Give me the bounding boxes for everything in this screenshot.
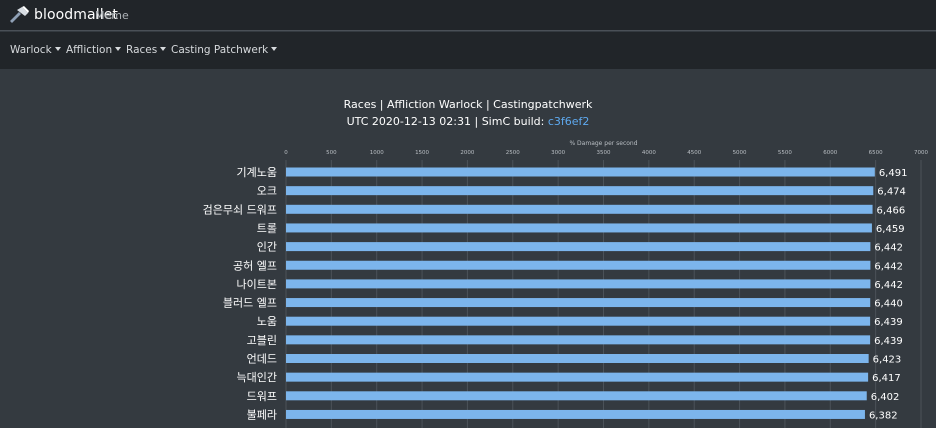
bar[interactable] (286, 372, 869, 382)
x-tick-label: 3500 (597, 150, 611, 156)
x-tick-label: 2000 (460, 150, 474, 156)
data-label: 6,459 (876, 224, 905, 235)
x-tick-label: 4000 (642, 150, 656, 156)
bar[interactable] (286, 391, 867, 401)
nav-casting-patchwerk-dropdown[interactable]: Casting Patchwerk (171, 44, 278, 56)
bar[interactable] (286, 167, 875, 177)
nav-races-dropdown[interactable]: Races (126, 44, 167, 56)
hammer-icon (10, 6, 29, 23)
brand-link[interactable]: bloodmallet (8, 6, 118, 24)
category-label: 트롤 (257, 222, 277, 235)
x-tick-label: 1500 (415, 150, 429, 156)
nav-warlock-dropdown[interactable]: Warlock (10, 44, 61, 56)
data-label: 6,382 (869, 410, 898, 421)
data-label: 6,440 (874, 299, 903, 310)
data-label: 6,491 (879, 168, 908, 179)
data-label: 6,442 (874, 243, 903, 254)
sub-navbar: Warlock Affliction Races Casting Patchwe… (0, 32, 936, 69)
nav-warlock-label: Warlock (10, 44, 52, 56)
category-label: 공허 엘프 (233, 259, 277, 272)
x-tick-label: 5000 (733, 150, 747, 156)
bar[interactable] (286, 204, 873, 214)
category-label: 노움 (257, 315, 277, 328)
bar[interactable] (286, 409, 865, 419)
bar[interactable] (286, 298, 871, 308)
x-tick-label: 5500 (778, 150, 792, 156)
bar[interactable] (286, 223, 872, 233)
category-label: 오크 (257, 185, 277, 198)
nav-races-label: Races (126, 44, 158, 56)
category-label: 언데드 (247, 353, 277, 366)
category-label: 기계노움 (237, 166, 277, 179)
bar[interactable] (286, 242, 871, 252)
x-tick-label: 0 (284, 150, 288, 156)
data-label: 6,442 (874, 261, 903, 272)
nav-casting-label: Casting Patchwerk (171, 44, 269, 56)
bar[interactable] (286, 354, 869, 363)
data-label: 6,423 (873, 355, 902, 366)
simc-build-link[interactable]: c3f6ef2 (547, 115, 590, 128)
category-label: 늑대인간 (237, 371, 277, 384)
data-label: 6,474 (877, 187, 906, 198)
bar[interactable] (286, 316, 871, 326)
data-label: 6,466 (877, 205, 906, 216)
x-tick-label: 6500 (869, 150, 883, 156)
bar[interactable] (286, 186, 874, 196)
data-label: 6,439 (874, 336, 903, 347)
category-label: 불페라 (247, 408, 277, 421)
chart-timestamp: UTC 2020-12-13 02:31 | SimC build: (346, 115, 548, 128)
category-label: 나이트본 (237, 278, 277, 291)
category-label: 인간 (257, 241, 277, 254)
caret-down-icon (271, 47, 278, 51)
brand-name: bloodmallet (34, 7, 118, 23)
x-tick-label: 7000 (914, 150, 928, 156)
x-axis-title: % Damage per second (569, 140, 637, 147)
data-label: 6,417 (872, 373, 901, 384)
category-label: 검은무쇠 드워프 (203, 203, 277, 216)
bar[interactable] (286, 335, 871, 345)
top-navbar: bloodmallet Meme (0, 0, 936, 31)
x-tick-label: 3000 (551, 150, 565, 156)
chart-title: Races | Affliction Warlock | Castingpatc… (343, 98, 593, 111)
nav-affliction-label: Affliction (66, 44, 113, 56)
bar[interactable] (286, 279, 871, 289)
data-label: 6,439 (874, 317, 903, 328)
x-tick-label: 4500 (687, 150, 701, 156)
category-label: 블러드 엘프 (223, 297, 277, 310)
caret-down-icon (160, 47, 167, 51)
meme-link[interactable]: Meme (95, 9, 129, 22)
caret-down-icon (54, 47, 61, 51)
x-tick-label: 500 (326, 150, 337, 156)
data-label: 6,402 (871, 392, 900, 403)
bar[interactable] (286, 260, 871, 270)
caret-down-icon (115, 47, 122, 51)
data-label: 6,442 (874, 280, 903, 291)
x-tick-label: 1000 (370, 150, 384, 156)
x-tick-label: 2500 (506, 150, 520, 156)
category-label: 고블린 (247, 334, 277, 347)
x-tick-label: 6000 (823, 150, 837, 156)
nav-affliction-dropdown[interactable]: Affliction (66, 44, 122, 56)
chart-subtitle: UTC 2020-12-13 02:31 | SimC build: c3f6e… (0, 115, 936, 128)
category-label: 드워프 (247, 390, 277, 403)
